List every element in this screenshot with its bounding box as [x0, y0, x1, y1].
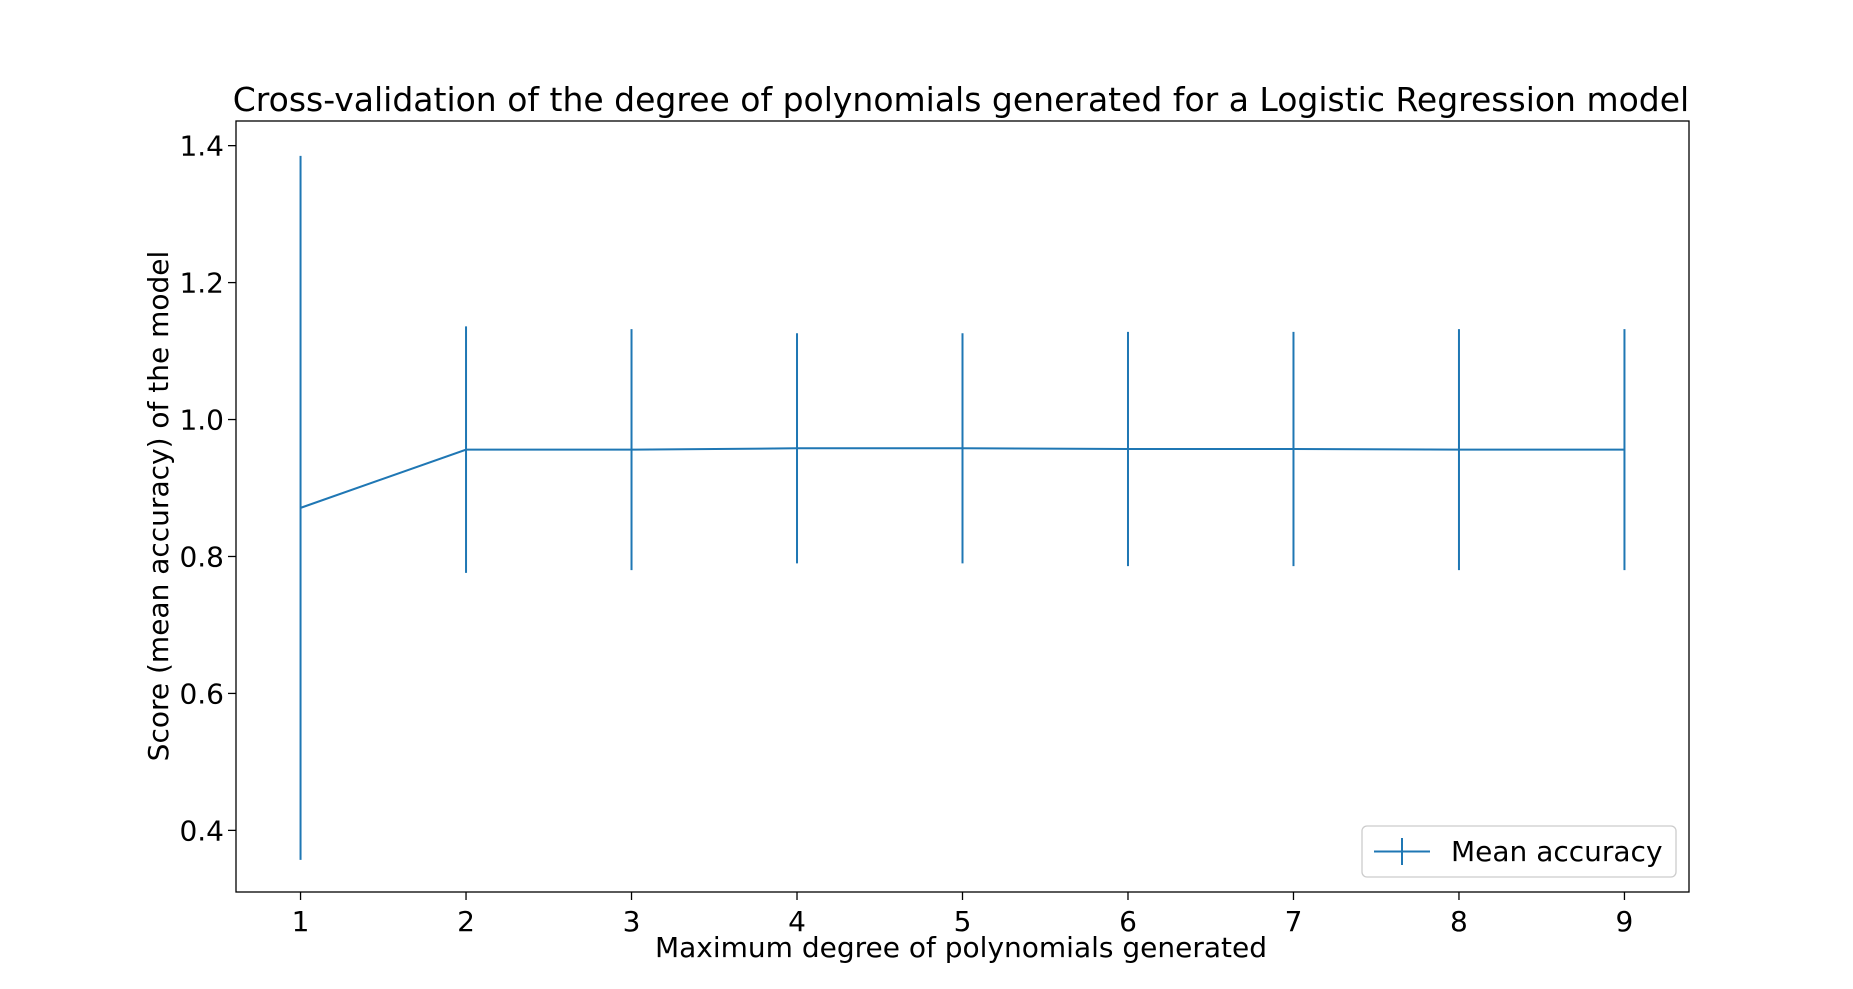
error-bars — [299, 155, 1626, 860]
y-axis: 0.4 0.6 0.8 1.0 1.2 1.4 — [179, 130, 236, 847]
x-tick-label: 1 — [292, 905, 310, 938]
x-tick-label: 7 — [1285, 905, 1303, 938]
series-lines — [300, 447, 1625, 509]
x-tick-label: 5 — [954, 905, 972, 938]
y-tick-label: 0.4 — [179, 814, 224, 847]
chart-title: Cross-validation of the degree of polyno… — [233, 80, 1689, 119]
x-tick-label: 4 — [788, 905, 806, 938]
y-tick-label: 1.0 — [179, 404, 224, 437]
y-tick-label: 0.6 — [179, 677, 224, 710]
x-tick-label: 3 — [623, 905, 641, 938]
x-tick-label: 6 — [1119, 905, 1137, 938]
y-tick-label: 1.4 — [179, 130, 224, 163]
legend-box — [1361, 825, 1677, 878]
x-tick-label: 2 — [457, 905, 475, 938]
legend: Mean accuracy — [1361, 825, 1677, 878]
y-tick-label: 0.8 — [179, 540, 224, 573]
x-tick-label: 8 — [1450, 905, 1468, 938]
x-tick-label: 9 — [1616, 905, 1634, 938]
y-tick-label: 1.2 — [179, 267, 224, 300]
series-line-mean-accuracy — [300, 447, 1625, 509]
y-axis-label: Score (mean accuracy) of the model — [142, 251, 175, 762]
x-axis: 1 2 3 4 5 6 7 8 9 — [292, 892, 1634, 938]
x-axis-label: Maximum degree of polynomials generated — [655, 931, 1267, 964]
legend-label-mean-accuracy: Mean accuracy — [1451, 835, 1663, 868]
